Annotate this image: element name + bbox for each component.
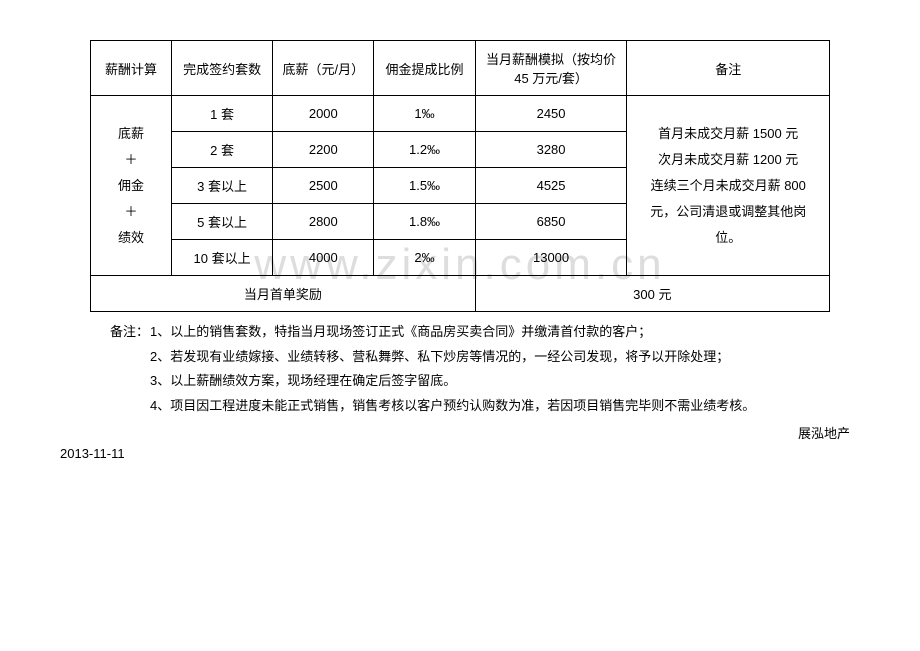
remark-l1: 首月未成交月薪 1500 元 xyxy=(631,121,825,147)
notes-item: 2、若发现有业绩嫁接、业绩转移、营私舞弊、私下炒房等情况的，一经公司发现，将予以… xyxy=(150,345,729,370)
header-rate: 佣金提成比例 xyxy=(374,41,475,96)
cell-base: 4000 xyxy=(273,240,374,276)
bonus-value: 300 元 xyxy=(475,276,829,312)
row-label-cell: 底薪 ＋ 佣金 ＋ 绩效 xyxy=(91,96,172,276)
notes-spacer xyxy=(110,369,150,394)
cell-base: 2800 xyxy=(273,204,374,240)
header-sim: 当月薪酬模拟（按均价 45 万元/套） xyxy=(475,41,627,96)
notes-line: 备注： 1、以上的销售套数，特指当月现场签订正式《商品房买卖合同》并缴清首付款的… xyxy=(110,320,860,345)
cell-sets: 10 套以上 xyxy=(171,240,272,276)
document-content: 薪酬计算 完成签约套数 底薪（元/月） 佣金提成比例 当月薪酬模拟（按均价 45… xyxy=(60,40,860,461)
bonus-label: 当月首单奖励 xyxy=(91,276,476,312)
cell-sets: 3 套以上 xyxy=(171,168,272,204)
row-label-l2: ＋ xyxy=(95,147,167,173)
table-row: 底薪 ＋ 佣金 ＋ 绩效 1 套 2000 1‰ 2450 首月未成交月薪 15… xyxy=(91,96,830,132)
cell-sim: 3280 xyxy=(475,132,627,168)
cell-base: 2500 xyxy=(273,168,374,204)
cell-base: 2200 xyxy=(273,132,374,168)
notes-section: 备注： 1、以上的销售套数，特指当月现场签订正式《商品房买卖合同》并缴清首付款的… xyxy=(110,320,860,419)
cell-rate: 1.2‰ xyxy=(374,132,475,168)
row-label-l3: 佣金 xyxy=(95,173,167,199)
notes-item: 1、以上的销售套数，特指当月现场签订正式《商品房买卖合同》并缴清首付款的客户； xyxy=(150,320,651,345)
cell-sets: 2 套 xyxy=(171,132,272,168)
cell-rate: 1‰ xyxy=(374,96,475,132)
table-bonus-row: 当月首单奖励 300 元 xyxy=(91,276,830,312)
row-label-l4: ＋ xyxy=(95,199,167,225)
row-label-l1: 底薪 xyxy=(95,121,167,147)
cell-sim: 13000 xyxy=(475,240,627,276)
notes-item: 4、项目因工程进度未能正式销售，销售考核以客户预约认购数为准，若因项目销售完毕则… xyxy=(150,394,755,419)
salary-table: 薪酬计算 完成签约套数 底薪（元/月） 佣金提成比例 当月薪酬模拟（按均价 45… xyxy=(90,40,830,312)
notes-spacer xyxy=(110,394,150,419)
cell-base: 2000 xyxy=(273,96,374,132)
cell-sim: 2450 xyxy=(475,96,627,132)
notes-label: 备注： xyxy=(110,320,150,345)
header-base: 底薪（元/月） xyxy=(273,41,374,96)
remark-cell: 首月未成交月薪 1500 元 次月未成交月薪 1200 元 连续三个月未成交月薪… xyxy=(627,96,830,276)
cell-sim: 4525 xyxy=(475,168,627,204)
cell-sim: 6850 xyxy=(475,204,627,240)
header-sets: 完成签约套数 xyxy=(171,41,272,96)
header-calc: 薪酬计算 xyxy=(91,41,172,96)
remark-l4: 元，公司清退或调整其他岗 xyxy=(631,199,825,225)
cell-sets: 1 套 xyxy=(171,96,272,132)
table-header-row: 薪酬计算 完成签约套数 底薪（元/月） 佣金提成比例 当月薪酬模拟（按均价 45… xyxy=(91,41,830,96)
notes-item: 3、以上薪酬绩效方案，现场经理在确定后签字留底。 xyxy=(150,369,456,394)
remark-l5: 位。 xyxy=(631,225,825,251)
notes-line: 2、若发现有业绩嫁接、业绩转移、营私舞弊、私下炒房等情况的，一经公司发现，将予以… xyxy=(110,345,860,370)
cell-sets: 5 套以上 xyxy=(171,204,272,240)
cell-rate: 1.8‰ xyxy=(374,204,475,240)
date: 2013-11-11 xyxy=(60,446,860,461)
notes-spacer xyxy=(110,345,150,370)
signature: 展泓地产 xyxy=(60,423,850,442)
cell-rate: 2‰ xyxy=(374,240,475,276)
remark-l3: 连续三个月未成交月薪 800 xyxy=(631,173,825,199)
notes-line: 3、以上薪酬绩效方案，现场经理在确定后签字留底。 xyxy=(110,369,860,394)
notes-line: 4、项目因工程进度未能正式销售，销售考核以客户预约认购数为准，若因项目销售完毕则… xyxy=(110,394,860,419)
remark-l2: 次月未成交月薪 1200 元 xyxy=(631,147,825,173)
header-remark: 备注 xyxy=(627,41,830,96)
cell-rate: 1.5‰ xyxy=(374,168,475,204)
row-label-l5: 绩效 xyxy=(95,225,167,251)
